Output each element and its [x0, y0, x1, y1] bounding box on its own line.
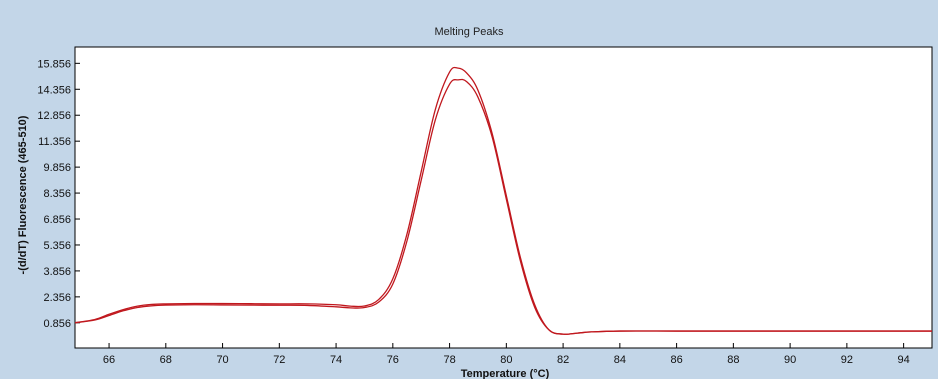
x-tick-label: 80	[500, 354, 512, 366]
y-tick-label: 2.356	[43, 292, 71, 304]
y-axis-label: -(d/dT) Fluorescence (465-510)	[17, 115, 29, 274]
x-axis-ticks: 66 68 70 72 74 76 78 80 82 84 86 88 90 92 94	[103, 343, 910, 366]
x-tick-label: 86	[670, 354, 682, 366]
y-tick-label: 14.356	[37, 84, 71, 96]
x-tick-label: 90	[784, 354, 796, 366]
x-tick-label: 76	[387, 354, 399, 366]
y-axis-ticks: 0.856 2.356 3.856 5.356 6.856 8.356 9.856 11.35…	[37, 58, 80, 330]
y-tick-label: 12.856	[37, 110, 71, 122]
x-tick-label: 82	[557, 354, 569, 366]
x-tick-label: 88	[727, 354, 739, 366]
y-tick-label: 5.356	[43, 240, 71, 252]
x-tick-label: 68	[160, 354, 172, 366]
x-tick-label: 74	[330, 354, 342, 366]
y-tick-label: 6.856	[43, 214, 71, 226]
x-tick-label: 94	[897, 354, 909, 366]
y-tick-label: 8.356	[43, 188, 71, 200]
x-tick-label: 78	[443, 354, 455, 366]
chart-title: Melting Peaks	[434, 26, 504, 38]
x-tick-label: 72	[273, 354, 285, 366]
plot-area	[74, 46, 933, 349]
y-tick-label: 9.856	[43, 162, 71, 174]
x-tick-label: 70	[216, 354, 228, 366]
x-tick-label: 84	[614, 354, 626, 366]
series-layer	[74, 66, 932, 335]
y-tick-label: 11.356	[38, 136, 71, 148]
y-tick-label: 0.856	[43, 318, 71, 330]
y-tick-label: 15.856	[37, 58, 71, 70]
y-tick-label: 3.856	[43, 266, 71, 278]
x-tick-label: 66	[103, 354, 115, 366]
melting-curve-2	[74, 78, 932, 335]
x-axis-label: Temperature (°C)	[461, 368, 550, 379]
x-tick-label: 92	[841, 354, 853, 366]
